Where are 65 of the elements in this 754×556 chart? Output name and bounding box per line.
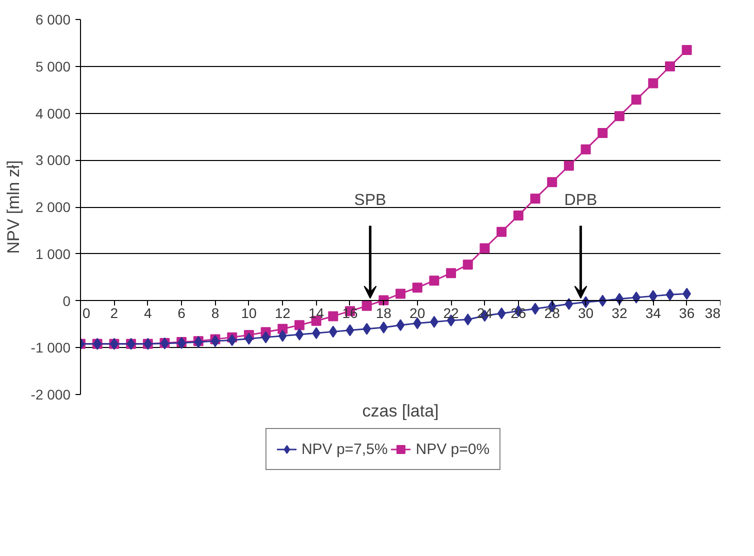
y-tick-label: 4 000 — [35, 105, 71, 122]
point — [496, 226, 507, 237]
legend-label: NPV p=7,5% — [301, 440, 388, 458]
point — [464, 314, 472, 326]
point — [244, 332, 254, 345]
point — [328, 326, 338, 338]
x-tick-label: 18 — [376, 304, 392, 321]
x-tick-label: 36 — [679, 304, 695, 321]
x-tick-label: 28 — [544, 304, 560, 321]
point — [429, 276, 440, 286]
x-tick-label: 4 — [144, 304, 152, 321]
annotation: SPB — [354, 192, 386, 209]
x-tick-label: 2 — [110, 304, 118, 321]
point — [564, 160, 574, 171]
x-tick-label: 20 — [410, 304, 426, 321]
point — [547, 177, 558, 188]
point — [294, 320, 304, 330]
point — [396, 319, 405, 332]
x-tick-label: 30 — [578, 304, 594, 321]
point — [648, 78, 658, 88]
point — [631, 94, 642, 105]
x-tick-label: 0 — [82, 304, 90, 321]
point — [379, 321, 388, 334]
point — [328, 311, 338, 322]
point — [513, 210, 524, 220]
y-tick-label: 5 000 — [35, 58, 71, 74]
point — [664, 61, 675, 72]
point — [396, 288, 406, 299]
point — [462, 260, 473, 270]
annotation: DPB — [564, 192, 598, 209]
point — [648, 290, 658, 302]
y-tick-label: 2 000 — [35, 199, 71, 215]
point — [346, 324, 354, 336]
y-tick-label: 1 000 — [35, 246, 71, 262]
point — [446, 268, 456, 278]
x-axis-title: czas [lata] — [362, 402, 439, 420]
point — [682, 44, 692, 55]
y-tick-label: -2 000 — [30, 386, 71, 402]
x-tick-label: 22 — [443, 304, 460, 321]
x-tick-label: 8 — [211, 304, 220, 321]
x-tick-label: 34 — [645, 304, 662, 321]
y-tick-label: 6 000 — [35, 12, 71, 28]
x-tick-label: 10 — [241, 304, 257, 321]
point — [614, 111, 624, 122]
x-tick-label: 6 — [178, 304, 186, 321]
point — [362, 300, 372, 311]
point — [598, 128, 608, 138]
point — [497, 307, 506, 320]
y-axis-title: NPV [mln zł] — [4, 160, 23, 254]
point — [580, 144, 591, 154]
y-tick-label: -1 000 — [30, 340, 71, 356]
x-tick-label: 38 — [704, 304, 721, 321]
point — [564, 298, 574, 310]
point — [412, 282, 422, 293]
point — [278, 330, 287, 342]
point — [530, 194, 540, 204]
point — [666, 288, 674, 301]
legend-label: NPV p=0% — [416, 440, 490, 458]
x-tick-label: 32 — [612, 304, 628, 321]
y-tick-label: 0 — [62, 292, 71, 309]
point — [480, 243, 490, 254]
x-tick-label: 12 — [274, 304, 291, 321]
y-tick-label: 3 000 — [35, 152, 71, 168]
point — [295, 328, 304, 340]
point — [228, 334, 236, 346]
